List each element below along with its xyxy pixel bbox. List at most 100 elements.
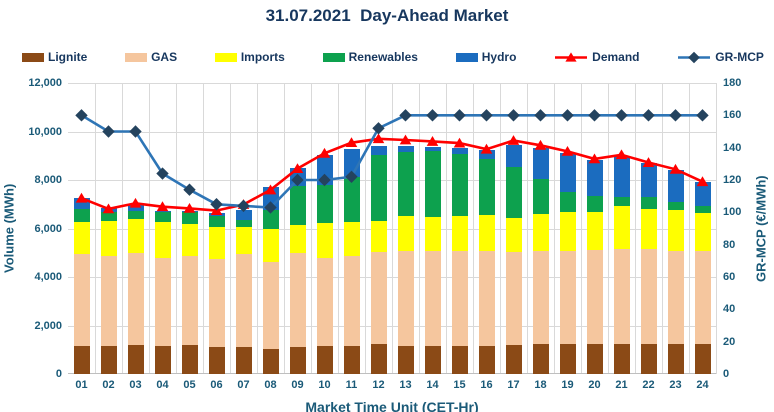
bar-segment-lignite-21 — [613, 343, 630, 374]
x-axis-tick-label: 20 — [588, 379, 601, 391]
gr-mcp-marker-diamond — [129, 125, 142, 138]
bar-segment-lignite-22 — [640, 343, 657, 374]
bar-segment-renewables-11 — [343, 177, 360, 222]
bar-segment-imports-19 — [559, 212, 576, 251]
x-axis-tick-label: 02 — [102, 379, 115, 391]
x-axis-tick-label: 21 — [615, 379, 628, 391]
bar-segment-hydro-07 — [235, 210, 252, 221]
bar-segment-hydro-01 — [73, 198, 90, 209]
gr-mcp-marker-diamond — [588, 109, 601, 122]
right-axis-tick-label: 40 — [723, 303, 736, 316]
bar-segment-lignite-17 — [505, 345, 522, 374]
chart-title: 31.07.2021 Day-Ahead Market — [265, 6, 509, 25]
bar-segment-hydro-10 — [316, 155, 333, 186]
bar-segment-hydro-14 — [424, 146, 441, 151]
gr-mcp-marker-diamond — [237, 199, 250, 213]
bar-segment-gas-15 — [451, 251, 468, 347]
demand-marker-triangle — [399, 134, 412, 145]
bar-segment-imports-13 — [397, 216, 414, 252]
bar-segment-imports-07 — [235, 227, 252, 254]
bar-segment-hydro-15 — [451, 148, 468, 155]
x-axis-tick-label: 15 — [453, 379, 466, 391]
renewables-swatch-icon — [322, 52, 345, 62]
vertical-gridline — [715, 83, 717, 374]
left-axis-tick-label: 2,000 — [34, 319, 62, 332]
bar-segment-renewables-01 — [73, 208, 90, 222]
bar-segment-hydro-16 — [478, 150, 495, 159]
right-axis-tick-label: 160 — [723, 109, 742, 122]
bar-segment-lignite-19 — [559, 344, 576, 374]
right-axis-tick-label: 140 — [723, 141, 742, 154]
bar-segment-hydro-17 — [505, 144, 522, 168]
bar-segment-lignite-03 — [127, 345, 144, 374]
legend-item-imports: Imports — [214, 50, 285, 64]
gr-mcp-marker-diamond — [561, 109, 574, 122]
bar-segment-imports-17 — [505, 217, 522, 253]
demand-line — [81, 137, 704, 212]
legend-label: GAS — [151, 50, 178, 64]
gr-mcp-marker-diamond — [534, 109, 547, 122]
bar-segment-imports-18 — [532, 214, 549, 251]
horizontal-gridline — [68, 83, 716, 84]
bar-segment-hydro-20 — [586, 159, 603, 196]
bar-segment-lignite-06 — [208, 347, 225, 374]
bar-segment-gas-11 — [343, 256, 360, 347]
demand-marker-triangle — [669, 163, 682, 174]
bar-segment-lignite-09 — [289, 347, 306, 374]
demand-marker-triangle — [291, 163, 304, 174]
x-axis-tick-label: 24 — [696, 379, 709, 391]
right-axis-title: GR-MCP (€/MWh) — [753, 175, 769, 282]
x-axis-tick-label: 13 — [399, 379, 412, 391]
bar-segment-renewables-17 — [505, 167, 522, 218]
bar-segment-renewables-22 — [640, 197, 657, 209]
plot-area — [68, 83, 717, 374]
bar-segment-hydro-24 — [694, 182, 711, 207]
left-axis-tick-label: 8,000 — [34, 174, 62, 186]
bar-segment-imports-05 — [181, 224, 198, 256]
bar-segment-lignite-23 — [667, 344, 684, 374]
bar-segment-gas-16 — [478, 251, 495, 347]
bar-segment-gas-04 — [154, 257, 171, 347]
x-axis-tick-label: 19 — [561, 379, 574, 391]
bar-segment-lignite-15 — [451, 346, 468, 374]
bar-segment-imports-11 — [343, 221, 360, 257]
bar-segment-imports-12 — [370, 221, 387, 253]
gr-mcp-line-diamond-icon — [678, 51, 711, 63]
legend-item-gas: GAS — [125, 50, 177, 64]
bar-segment-gas-21 — [613, 248, 630, 344]
right-axis-tick-label: 120 — [723, 174, 742, 186]
bar-segment-renewables-14 — [424, 150, 441, 217]
bar-segment-gas-03 — [127, 252, 144, 346]
demand-marker-triangle — [696, 176, 709, 187]
gr-mcp-marker-diamond — [507, 109, 520, 122]
horizontal-gridline — [68, 228, 716, 230]
bar-segment-gas-23 — [667, 251, 684, 345]
lignite-swatch-icon — [22, 52, 44, 62]
bar-segment-lignite-11 — [343, 346, 360, 374]
gas-swatch-icon — [125, 52, 148, 62]
right-axis-tick-label: 180 — [723, 77, 742, 89]
gr-mcp-line — [80, 113, 703, 209]
x-axis-tick-label: 14 — [426, 379, 439, 391]
gr-mcp-marker-diamond — [291, 173, 304, 187]
bar-segment-imports-23 — [667, 210, 684, 252]
bar-segment-gas-09 — [289, 252, 306, 348]
bar-segment-gas-18 — [532, 250, 549, 345]
bar-segment-renewables-20 — [586, 196, 603, 212]
bar-segment-lignite-20 — [586, 344, 603, 374]
x-axis-tick-label: 22 — [642, 379, 655, 391]
x-axis-tick-label: 16 — [480, 379, 493, 391]
x-axis-tick-label: 07 — [237, 379, 250, 391]
demand-marker-triangle — [534, 139, 547, 150]
bar-segment-imports-06 — [208, 227, 225, 259]
bar-segment-renewables-07 — [235, 220, 252, 228]
bar-segment-gas-10 — [316, 257, 333, 347]
bar-segment-renewables-09 — [289, 185, 306, 226]
x-axis-tick-label: 08 — [264, 379, 277, 391]
demand-marker-triangle — [318, 147, 331, 158]
legend-item-lignite: Lignite — [22, 50, 87, 64]
right-axis-tick-label: 100 — [723, 206, 742, 219]
bar-segment-imports-21 — [613, 206, 630, 249]
gr-mcp-marker-diamond — [696, 109, 709, 122]
bar-segment-imports-01 — [73, 221, 90, 255]
